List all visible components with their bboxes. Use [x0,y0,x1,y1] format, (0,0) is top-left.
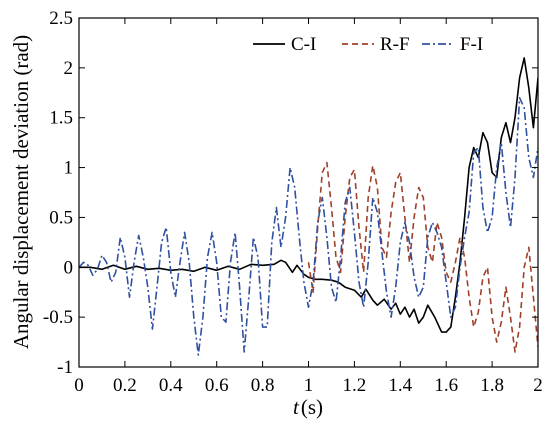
x-axis: 0 0.2 0.4 0.6 0.8 1 1.2 1.4 1.6 1.8 2 [74,18,543,396]
x-tick-label: 1.2 [343,375,367,396]
y-axis-title: Angular displacement deviation (rad) [9,35,33,349]
legend-label-c-i: C-I [291,34,316,55]
x-axis-title: t(s) [293,395,323,419]
y-axis: -1 -0.5 0 0.5 1 1.5 2 2.5 [43,8,538,378]
y-tick-label: 1.5 [49,108,73,129]
legend: C-I R-F F-I [253,34,483,55]
y-tick-label: 1 [64,158,74,179]
series-layer [79,57,538,356]
y-tick-label: 0 [64,257,74,278]
y-tick-label: -0.5 [43,307,73,328]
x-tick-label: 1.8 [480,375,504,396]
x-tick-label: 1.6 [434,375,458,396]
legend-label-f-i: F-I [460,34,483,55]
x-tick-label: 0.2 [113,375,137,396]
x-tick-label: 1.4 [388,375,412,396]
x-tick-label: 2 [533,375,543,396]
plot-frame [78,17,539,368]
series-line-r-f [307,161,538,353]
y-tick-label: -1 [57,357,73,378]
x-tick-label: 0.4 [159,375,183,396]
x-tick-label: 1 [304,375,314,396]
y-tick-label: 2 [64,58,74,79]
series-line-c-i [79,57,538,333]
x-tick-label: 0.8 [251,375,275,396]
series-line-f-i [79,97,538,356]
legend-label-r-f: R-F [380,34,410,55]
y-tick-label: 0.5 [49,207,73,228]
y-tick-label: 2.5 [49,8,73,29]
x-tick-label: 0.6 [205,375,229,396]
x-tick-label: 0 [74,375,84,396]
